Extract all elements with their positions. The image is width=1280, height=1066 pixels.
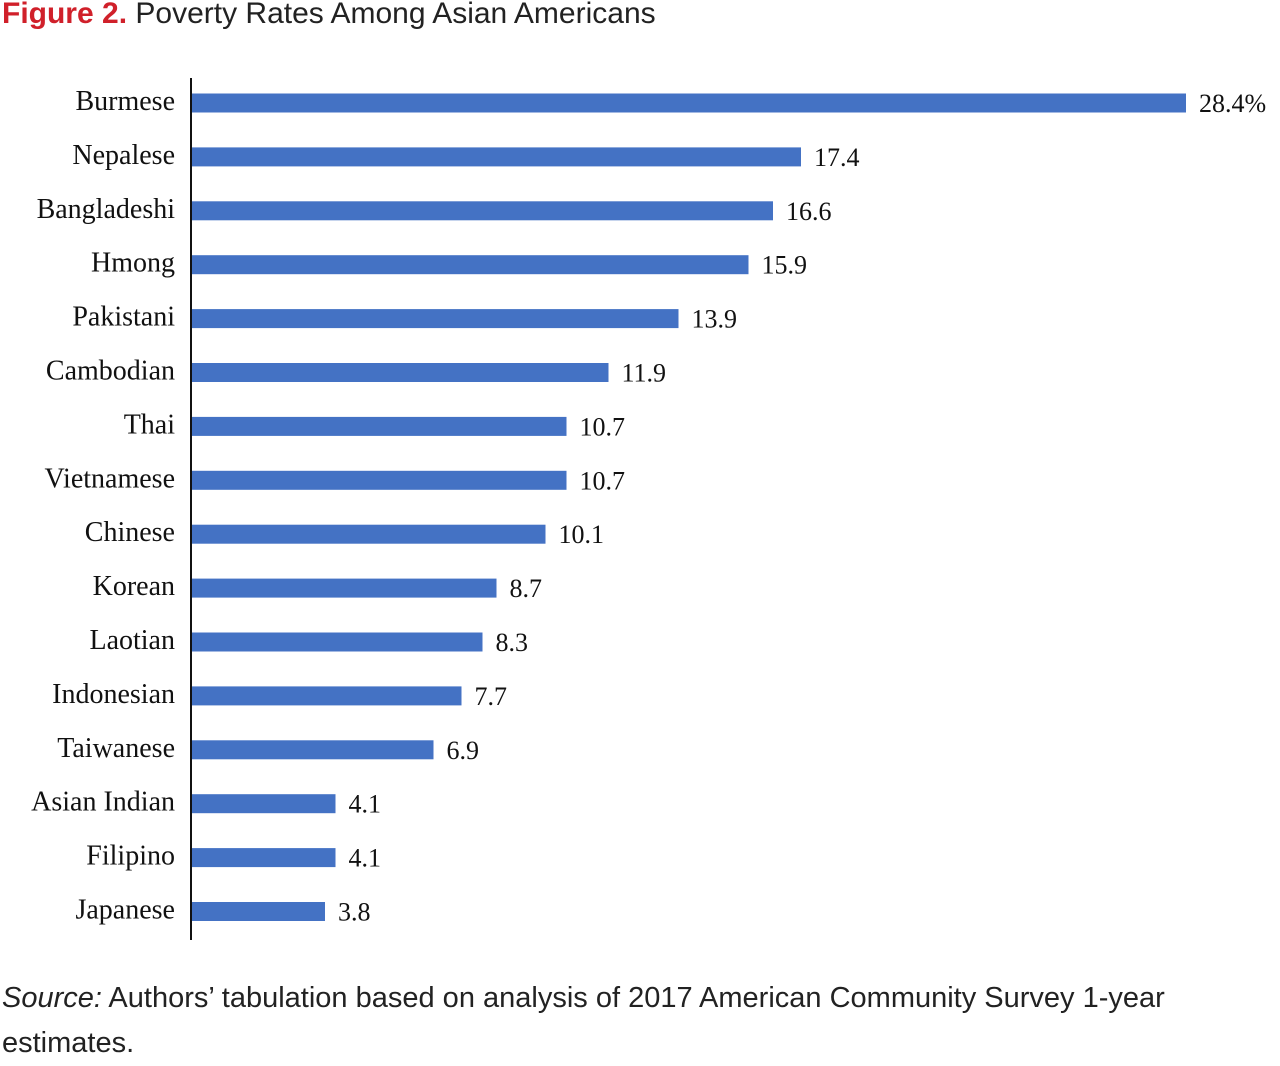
value-label: 4.1	[349, 844, 382, 873]
bar	[192, 201, 773, 221]
value-label: 8.3	[496, 628, 529, 657]
value-label: 6.9	[447, 736, 480, 765]
bar	[192, 255, 749, 275]
bar	[192, 309, 679, 329]
bar	[192, 686, 462, 706]
category-label: Bangladeshi	[37, 194, 176, 225]
category-label: Nepalese	[72, 140, 175, 171]
bar	[192, 848, 336, 868]
bar	[192, 578, 497, 598]
value-label: 8.7	[510, 574, 543, 603]
value-label: 28.4%	[1199, 89, 1266, 118]
category-label: Korean	[93, 571, 175, 602]
category-label: Hmong	[91, 248, 175, 279]
value-label: 10.1	[559, 520, 605, 549]
category-label: Laotian	[89, 625, 175, 656]
category-label: Indonesian	[52, 679, 175, 710]
bar	[192, 363, 609, 382]
category-label: Asian Indian	[31, 787, 175, 818]
bars-group: Burmese 28.4% Nepalese 17.4 Bangladeshi 16.6 H…	[31, 86, 1266, 927]
bar	[192, 524, 546, 544]
bar	[192, 902, 325, 921]
category-label: Filipino	[86, 841, 175, 872]
category-label: Pakistani	[72, 302, 175, 333]
category-label: Cambodian	[46, 356, 175, 387]
bar	[192, 416, 567, 436]
figure-label: Figure 2.	[2, 0, 128, 30]
bar	[192, 147, 801, 167]
bar	[192, 470, 567, 490]
value-label: 11.9	[622, 359, 667, 388]
value-label: 4.1	[349, 790, 382, 819]
value-label: 17.4	[814, 143, 860, 172]
bar	[192, 632, 483, 652]
bar-chart: Burmese 28.4% Nepalese 17.4 Bangladeshi 16.6 H…	[31, 78, 1266, 940]
bar	[192, 794, 336, 814]
category-label: Chinese	[85, 517, 175, 548]
value-label: 7.7	[475, 682, 508, 711]
bar	[192, 93, 1186, 113]
source-label: Source:	[2, 982, 102, 1014]
value-label: 13.9	[692, 305, 738, 334]
source-text: Authors’ tabulation based on analysis of…	[2, 982, 1165, 1059]
value-label: 15.9	[762, 251, 808, 280]
chart-title: Figure 2. Poverty Rates Among Asian Amer…	[2, 0, 656, 34]
value-label: 10.7	[580, 466, 626, 495]
category-label: Vietnamese	[45, 463, 175, 494]
value-label: 10.7	[580, 412, 626, 441]
figure-title: Poverty Rates Among Asian Americans	[135, 0, 656, 30]
bar	[192, 740, 434, 760]
category-label: Burmese	[75, 86, 175, 117]
source-note: Source: Authors’ tabulation based on ana…	[2, 976, 1272, 1066]
category-label: Japanese	[75, 895, 175, 926]
value-label: 3.8	[338, 898, 371, 927]
value-label: 16.6	[786, 197, 832, 226]
category-label: Taiwanese	[57, 733, 175, 764]
category-label: Thai	[124, 409, 176, 440]
